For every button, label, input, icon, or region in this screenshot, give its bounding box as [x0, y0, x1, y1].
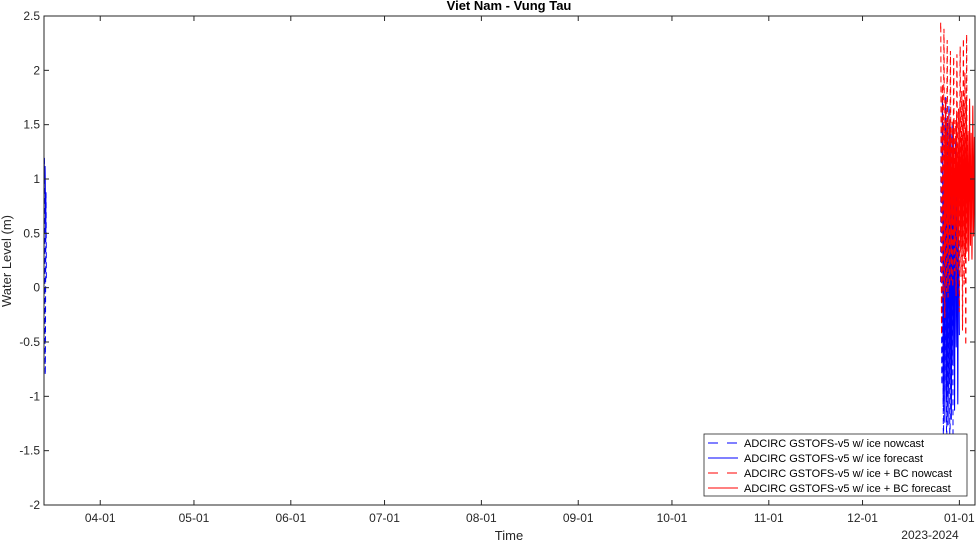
series-line: [940, 22, 968, 346]
series-4: [943, 96, 976, 262]
y-tick-label: -0.5: [19, 335, 40, 349]
y-axis-label: Water Level (m): [0, 215, 14, 307]
chart-title: Viet Nam - Vung Tau: [447, 0, 572, 13]
x-tick-label: 11-01: [754, 511, 784, 525]
plot-background: [44, 16, 975, 505]
y-tick-label: -1: [29, 389, 40, 403]
x-tick-label: 06-01: [275, 511, 306, 525]
legend-label: ADCIRC GSTOFS-v5 w/ ice nowcast: [744, 438, 924, 450]
x-tick-label: 01-01: [944, 511, 975, 525]
plot-area-frame: [43, 15, 976, 506]
series-layer: [43, 22, 976, 464]
x-tick-label: 04-01: [85, 511, 116, 525]
x-axis-ticks: 04-01 05-01 06-01 07-01 08-01 09-01 10-01 11-01…: [85, 16, 975, 525]
y-axis-ticks: 2.5 2 1.5 1 0.5 0 -0.5 -1 -1.5 -2: [19, 9, 975, 512]
legend-label: ADCIRC GSTOFS-v5 w/ ice + BC nowcast: [744, 468, 952, 480]
y-tick-label: -2: [29, 498, 40, 512]
y-tick-label: 1.5: [23, 118, 40, 132]
x-axis-secondary-label: 2023-2024: [901, 528, 959, 541]
legend-label: ADCIRC GSTOFS-v5 w/ ice + BC forecast: [744, 483, 951, 495]
y-tick-label: 0.5: [23, 226, 40, 240]
y-tick-label: 2.5: [23, 9, 40, 23]
series-line: [943, 96, 976, 262]
legend-box: [703, 433, 968, 497]
y-tick-label: 2: [33, 63, 40, 77]
x-tick-label: 07-01: [369, 511, 400, 525]
x-tick-label: 12-01: [847, 511, 878, 525]
series-line: [44, 166, 47, 237]
x-tick-label: 08-01: [466, 511, 497, 525]
y-tick-label: 1: [33, 172, 40, 186]
legend: ADCIRC GSTOFS-v5 w/ ice nowcast ADCIRC GS…: [703, 433, 968, 497]
x-tick-label: 05-01: [179, 511, 210, 525]
x-axis-label: Time: [495, 528, 523, 541]
x-tick-label: 09-01: [563, 511, 594, 525]
x-tick-label: 10-01: [657, 511, 688, 525]
series-3: [940, 22, 968, 346]
legend-label: ADCIRC GSTOFS-v5 w/ ice forecast: [744, 453, 923, 465]
y-tick-label: 0: [33, 281, 40, 295]
y-tick-label: -1.5: [19, 444, 40, 458]
